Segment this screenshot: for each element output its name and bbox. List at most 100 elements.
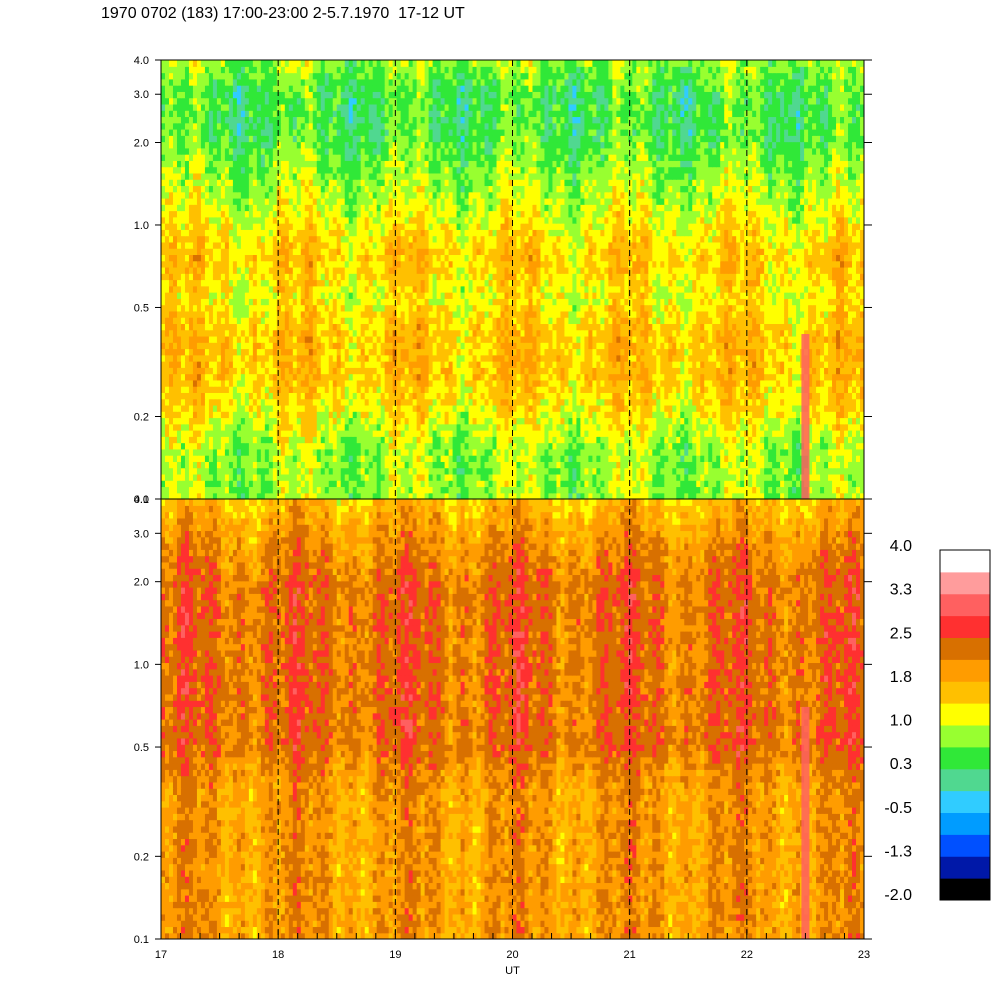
heatmap-cell	[720, 392, 725, 400]
heatmap-cell	[704, 473, 709, 481]
heatmap-cell	[368, 373, 374, 381]
heatmap-cell	[216, 442, 222, 450]
heatmap-cell	[572, 342, 577, 350]
heatmap-cell	[164, 367, 170, 375]
heatmap-cell	[192, 411, 198, 419]
heatmap-cell	[848, 461, 853, 469]
heatmap-cell	[536, 386, 542, 393]
heatmap-cell	[208, 335, 214, 343]
heatmap-cell	[420, 480, 426, 488]
heatmap-cell	[508, 467, 514, 475]
heatmap-cell	[412, 455, 418, 462]
heatmap-cell	[364, 392, 370, 400]
heatmap-cell	[176, 486, 182, 494]
heatmap-cell	[848, 379, 853, 387]
heatmap-cell	[756, 430, 761, 437]
heatmap-cell	[408, 335, 414, 343]
heatmap-cell	[200, 361, 206, 368]
heatmap-cell	[576, 392, 581, 400]
heatmap-cell	[392, 373, 398, 381]
heatmap-cell	[364, 442, 370, 450]
heatmap-cell	[848, 354, 853, 362]
heatmap-cell	[756, 323, 761, 331]
heatmap-cell	[164, 348, 170, 356]
heatmap-cell	[428, 404, 434, 412]
heatmap-cell	[716, 354, 721, 362]
heatmap-cell	[424, 361, 430, 368]
heatmap-cell	[532, 486, 538, 494]
heatmap-cell	[540, 467, 546, 475]
heatmap-cell	[768, 455, 773, 462]
heatmap-cell	[416, 354, 422, 362]
heatmap-cell	[748, 448, 753, 456]
heatmap-cell	[208, 354, 214, 362]
heatmap-cell	[332, 329, 338, 337]
heatmap-cell	[548, 386, 554, 393]
heatmap-cell	[540, 367, 546, 375]
heatmap-cell	[232, 442, 238, 450]
heatmap-cell	[328, 361, 334, 368]
heatmap-cell	[384, 354, 390, 362]
heatmap-cell	[548, 473, 554, 481]
heatmap-cell	[696, 348, 701, 356]
heatmap-cell	[348, 329, 354, 337]
heatmap-cell	[364, 354, 370, 362]
heatmap-cell	[664, 342, 669, 350]
heatmap-cell	[300, 386, 306, 393]
heatmap-cell	[288, 442, 294, 450]
heatmap-cell	[312, 317, 318, 324]
heatmap-cell	[564, 442, 570, 450]
heatmap-cell	[448, 379, 454, 387]
heatmap-cell	[564, 411, 570, 419]
heatmap-cell	[300, 467, 306, 475]
heatmap-cell	[248, 473, 254, 481]
heatmap-cell	[788, 442, 793, 450]
heatmap-cell	[436, 342, 442, 350]
heatmap-cell	[672, 423, 677, 431]
heatmap-cell	[524, 448, 530, 456]
heatmap-cell	[324, 367, 330, 375]
heatmap-cell	[340, 373, 346, 381]
heatmap-cell	[568, 442, 574, 450]
heatmap-cell	[236, 430, 242, 437]
heatmap-cell	[648, 386, 653, 393]
heatmap-cell	[292, 317, 298, 324]
heatmap-cell	[824, 430, 829, 437]
heatmap-cell	[220, 461, 226, 469]
heatmap-cell	[772, 404, 777, 412]
heatmap-cell	[252, 473, 258, 481]
heatmap-cell	[732, 354, 737, 362]
heatmap-cell	[760, 448, 765, 456]
heatmap-cell	[192, 386, 198, 393]
heatmap-cell	[224, 423, 230, 431]
heatmap-cell	[556, 361, 562, 368]
heatmap-cell	[400, 411, 406, 419]
heatmap-cell	[172, 417, 178, 425]
heatmap-cell	[812, 436, 817, 444]
heatmap-cell	[724, 373, 729, 381]
heatmap-cell	[736, 386, 741, 393]
heatmap-cell	[620, 455, 625, 462]
heatmap-cell	[600, 361, 605, 368]
heatmap-cell	[844, 373, 849, 381]
heatmap-cell	[396, 329, 402, 337]
heatmap-cell	[564, 480, 570, 488]
heatmap-cell	[448, 436, 454, 444]
heatmap-cell	[320, 367, 326, 375]
heatmap-cell	[428, 392, 434, 400]
heatmap-cell	[624, 392, 629, 400]
heatmap-cell	[228, 473, 234, 481]
heatmap-cell	[336, 480, 342, 488]
heatmap-cell	[496, 448, 502, 456]
heatmap-cell	[848, 436, 853, 444]
heatmap-cell	[620, 361, 625, 368]
heatmap-cell	[572, 392, 577, 400]
heatmap-cell	[332, 354, 338, 362]
heatmap-cell	[404, 392, 410, 400]
heatmap-cell	[612, 492, 617, 499]
heatmap-cell	[236, 461, 242, 469]
heatmap-cell	[664, 442, 669, 450]
heatmap-cell	[688, 373, 693, 381]
heatmap-cell	[724, 411, 729, 419]
heatmap-cell	[808, 492, 813, 499]
